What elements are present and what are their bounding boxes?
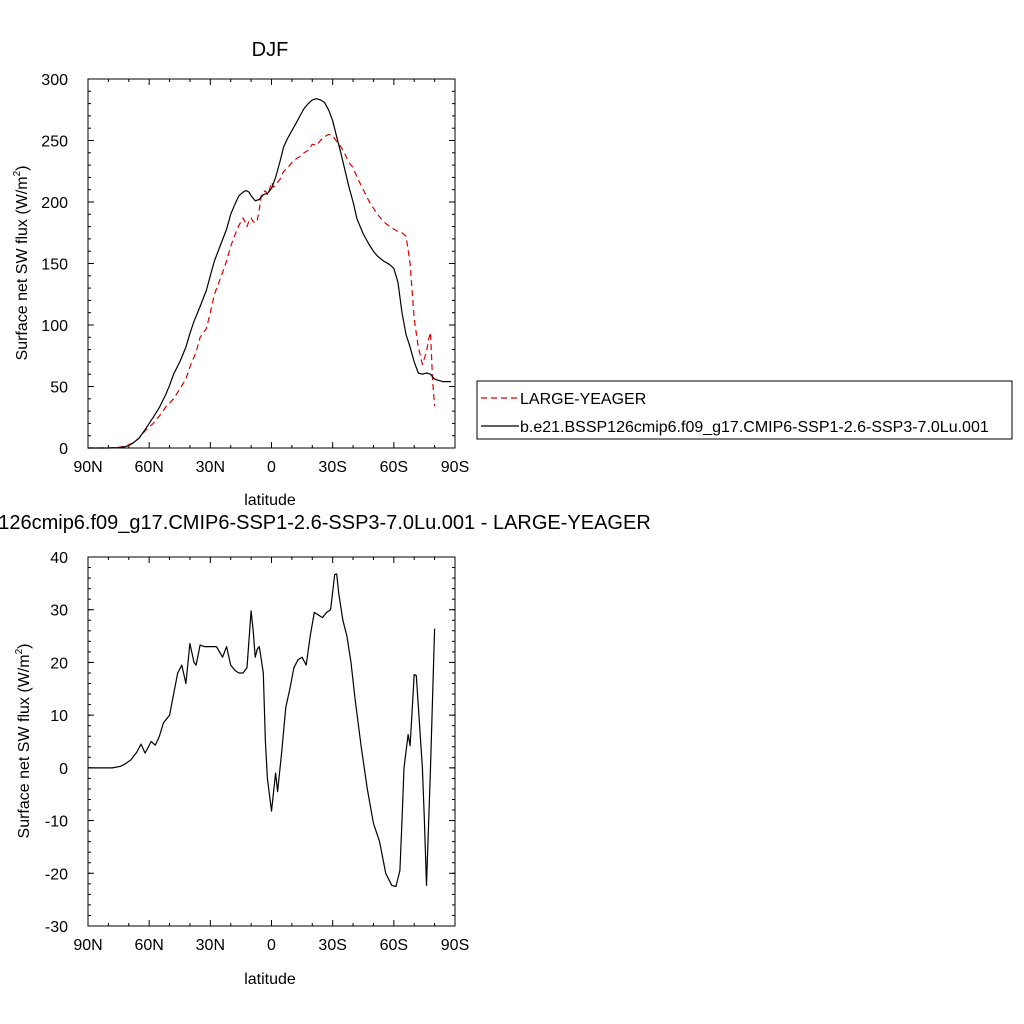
top-axis-ticks: 90N 60N 30N 0 30S 60S 90S 0 50 100 150 200 250 300 <box>41 72 469 476</box>
top-x-tick-label: 0 <box>267 459 276 476</box>
bottom-y-tick-label: 10 <box>50 708 68 725</box>
legend-label-bssp126: b.e21.BSSP126cmip6.f09_g17.CMIP6-SSP1-2.… <box>520 419 989 436</box>
bottom-x-axis-label: latitude <box>244 971 296 988</box>
top-x-tick-label: 60N <box>134 459 163 476</box>
bottom-x-tick-label: 0 <box>267 937 276 954</box>
top-y-tick-label: 100 <box>41 318 68 335</box>
bottom-x-tick-label: 60N <box>134 937 163 954</box>
top-y-tick-label: 150 <box>41 257 68 274</box>
top-series-line-bssp126 <box>88 98 451 449</box>
bottom-chart-panel: b.e21.BSSP126cmip6.f09_g17.CMIP6-SSP1-2.… <box>0 512 651 988</box>
top-y-tick-label: 50 <box>50 380 68 397</box>
bottom-y-tick-label: -10 <box>45 814 68 831</box>
bottom-x-tick-label: 90S <box>441 937 469 954</box>
top-plot-frame <box>87 78 456 449</box>
top-chart-title: DJF <box>252 39 289 61</box>
bottom-axis-ticks: 90N 60N 30N 0 30S 60S 90S -30 -20 -10 0 10 20 30 40 <box>45 550 469 954</box>
bottom-y-tick-label: -20 <box>45 866 68 883</box>
top-x-tick-label: 30N <box>196 459 225 476</box>
top-chart-panel: DJF 90N 60N 30N 0 30S 60S 90S 0 50 100 150 200 250 30… <box>12 39 469 509</box>
legend: LARGE-YEAGER b.e21.BSSP126cmip6.f09_g17.… <box>476 380 1013 440</box>
top-x-axis-label: latitude <box>244 492 296 509</box>
bottom-x-tick-label: 60S <box>380 937 408 954</box>
bottom-chart-title: b.e21.BSSP126cmip6.f09_g17.CMIP6-SSP1-2.… <box>0 512 651 534</box>
top-y-axis-label: Surface net SW flux (W/m2) <box>12 166 31 361</box>
top-x-tick-label: 90N <box>73 459 102 476</box>
bottom-x-tick-label: 30S <box>318 937 346 954</box>
bottom-y-tick-label: 20 <box>50 655 68 672</box>
top-x-tick-label: 30S <box>318 459 346 476</box>
legend-label-large-yeager: LARGE-YEAGER <box>520 391 646 408</box>
top-series-group <box>88 98 451 449</box>
bottom-y-axis-label: Surface net SW flux (W/m2) <box>14 644 33 839</box>
top-y-tick-label: 0 <box>59 441 68 458</box>
top-series-line-large-yeager <box>88 133 436 449</box>
bottom-y-tick-label: 0 <box>59 761 68 778</box>
legend-box <box>476 380 1013 440</box>
bottom-x-tick-label: 90N <box>73 937 102 954</box>
bottom-series-line-difference <box>88 573 436 888</box>
bottom-y-tick-label: -30 <box>45 919 68 936</box>
bottom-series-group <box>88 573 436 888</box>
top-y-tick-label: 200 <box>41 195 68 212</box>
top-x-tick-label: 90S <box>441 459 469 476</box>
top-y-tick-label: 300 <box>41 72 68 89</box>
top-y-tick-label: 250 <box>41 134 68 151</box>
bottom-y-tick-label: 30 <box>50 603 68 620</box>
top-x-tick-label: 60S <box>380 459 408 476</box>
bottom-y-tick-label: 40 <box>50 550 68 567</box>
bottom-x-tick-label: 30N <box>196 937 225 954</box>
